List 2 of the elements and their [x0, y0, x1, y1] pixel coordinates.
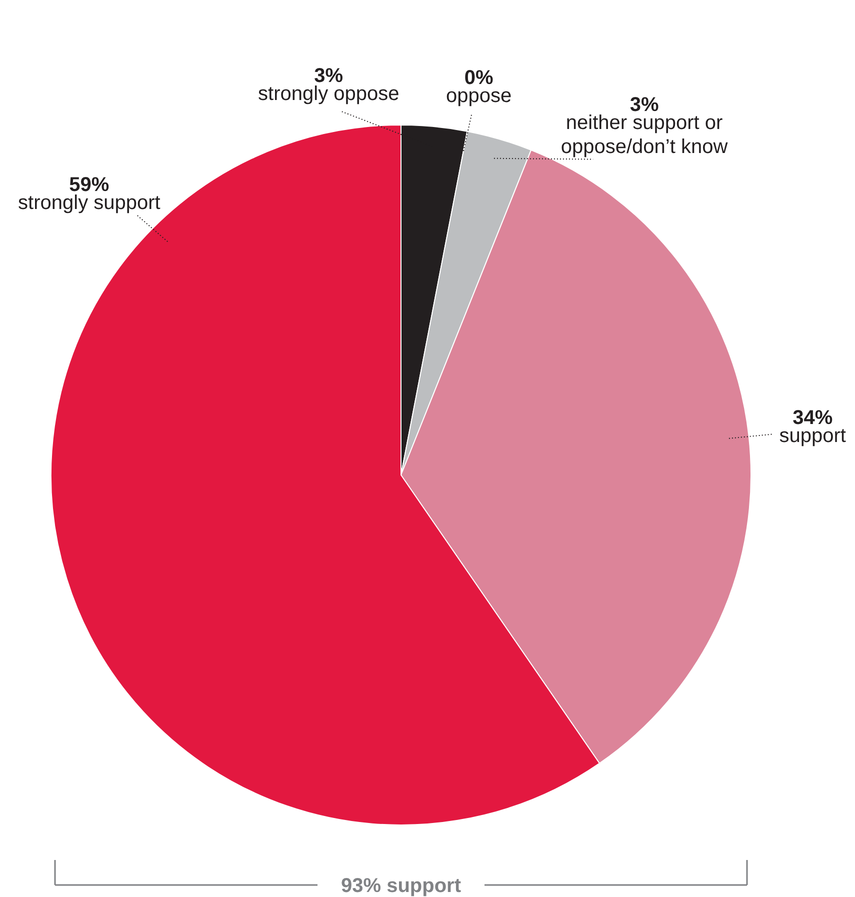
- slice-label: strongly support: [18, 192, 161, 214]
- text: 93% support: [340, 875, 462, 897]
